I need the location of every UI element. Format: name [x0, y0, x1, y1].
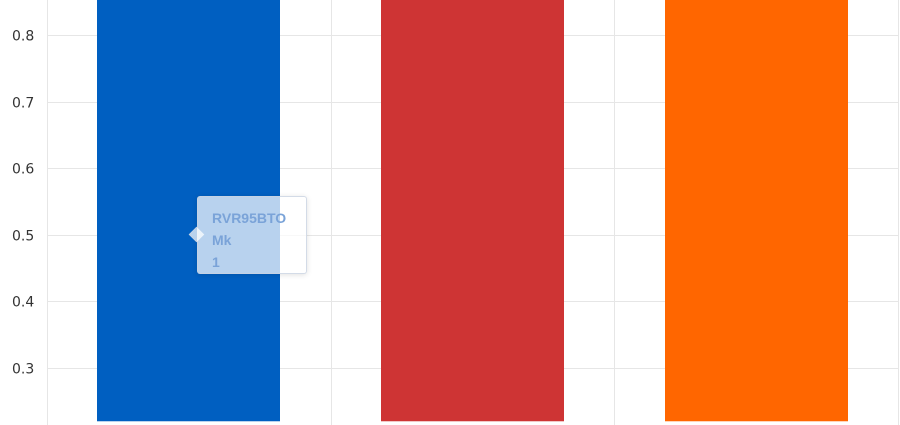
y-tick-label: 0.4 — [12, 295, 34, 311]
y-tick-label: 0.8 — [12, 29, 34, 45]
y-tick-label: 0.5 — [12, 229, 34, 245]
tooltip: RVR95BTO Mk 1 — [188, 196, 307, 274]
tooltip-category: Mk — [212, 232, 232, 248]
bar — [381, 0, 564, 422]
y-tick-label: 0.3 — [12, 362, 34, 378]
bar — [665, 0, 848, 422]
tooltip-series-name: RVR95BTO — [212, 210, 287, 226]
y-tick-label: 0.6 — [12, 162, 34, 178]
tooltip-value: 1 — [212, 254, 220, 270]
y-tick-label: 0.7 — [12, 96, 34, 112]
y-axis: 0.3 0.4 0.5 0.6 0.7 0.8 — [12, 29, 34, 378]
